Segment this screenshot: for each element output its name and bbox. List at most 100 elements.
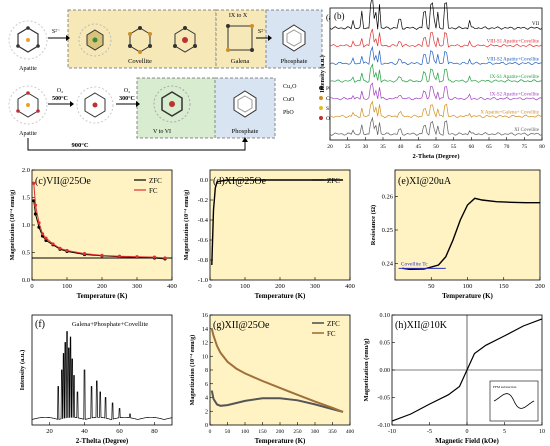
chart-g-ytick-label: 8 [205,368,208,374]
apatite-bottom-label: Apatite [19,131,37,137]
apatite-bottom-structure [8,85,48,125]
phosphate-bottom-structure [233,90,257,118]
chart-c-point-1 [117,254,122,258]
chart-c-line-1 [33,183,166,259]
chart-c-point-0 [33,212,38,216]
legend-cu: Cu [326,96,333,102]
chart-b-xtick-label: 35 [380,144,386,150]
v-to-vi-structure [153,85,191,123]
chart-c-ytick-label: 1.0 [22,222,30,229]
chart-e-xtick-label: 150 [499,283,509,290]
chart-f-panel-label: (f) [35,319,45,330]
intermediate-structure [76,86,114,124]
chart-g-line-0 [210,390,344,413]
chart-g-ytick-label: 12 [202,341,208,347]
chart-c-xtick-label: 200 [97,283,107,290]
chart-d-xtick-label: 0 [208,283,211,290]
chart-e-tc-annotation: Covellite Tc [401,261,428,267]
chart-d-xtick-label: 300 [310,283,320,290]
chart-g-xtick-label: 100 [241,429,250,435]
chart-c-ytick-label: 0.0 [22,277,30,284]
chart-b-series-label-0: VII [532,22,539,27]
v-to-vi-box [136,77,216,139]
chart-g-xtick-label: 0 [209,429,212,435]
chart-d-xtick-label: 200 [275,283,285,290]
chart-b-series-label-1: VIII-S1 Apatite+Covellite [487,40,540,45]
chart-b-xtick-label: 25 [345,144,351,150]
schematic-diagram: Apatite S²⁻ Covellite IX to X Ga [8,9,335,151]
chart-h-ytick-label: 0.05 [380,341,391,347]
chart-b-xrd: 20 25 30 35 40 45 50 55 60 65 70 75 80 2-Theta (Degre… [319,0,545,160]
phosphate-top-label: Phosphate [281,58,308,65]
covellite-structure-3 [173,26,197,53]
galena-structure [226,24,254,52]
chart-d-frame [209,169,351,281]
chart-g-xtick-label: 250 [293,429,302,435]
chart-f-xtick-label: 80 [151,428,158,435]
chart-g-xtick-label: 50 [225,429,231,435]
chart-g-ytick-label: 6 [205,382,208,388]
chart-h-ytick-label: 0.00 [380,368,391,374]
chart-c-point-1 [58,246,62,250]
chart-d-ytick-label: -0.4 [198,217,209,224]
chart-d-ytick-label: -0.2 [198,197,208,204]
chart-b-xlabel: 2-Theta (Degree) [413,153,460,160]
chart-h-xlabel: Magnetic Field (kOe) [435,437,499,445]
legend-o: O [326,116,330,122]
t900-label: 900°C [71,142,88,149]
chart-h-xtick-label: -5 [427,429,432,435]
chart-g-panel-label: (g)XII@25Oe [213,320,270,331]
chart-c-point-1 [32,181,36,185]
chart-h-inset-curve [493,393,535,409]
chart-h-ytick-label: 0.10 [380,313,391,319]
chart-c-xlabel: Temperature (K) [77,292,128,300]
chart-c-xtick-label: 100 [62,283,72,290]
chart-h-xtick-label: 10 [539,429,545,435]
chart-g-ytick-label: 16 [202,313,208,319]
covellite-label: Covellite [128,58,152,65]
chart-e-xtick-label: 100 [463,283,473,290]
chart-b-series-label-6: XI Covellite [514,128,540,133]
apatite-top-label: Apatite [19,66,37,72]
chart-b-series-label-2: VIII-S2 Apatite+Covellite [487,57,540,62]
chart-c-xtick-label: 300 [132,283,142,290]
legend-cu2o: Cu₂O [283,84,297,90]
chart-c-legend-label-1: FC [149,187,158,195]
ix-to-x-label: IX to X [229,13,248,19]
chart-f-frame [31,314,173,426]
chart-e-ylabel: Resistance (Ω) [370,205,377,245]
chart-d-xlabel: Temperature (K) [255,292,306,300]
arrow-o2-500-head [70,101,74,107]
chart-g-line-1 [210,328,344,413]
chart-f-pattern [31,331,173,420]
chart-g-xtick-label: 400 [346,429,355,435]
chart-b-xtick-label: 55 [451,144,457,150]
chart-b-xtick-label: 60 [469,144,475,150]
chart-d-legend-label: ZFC [327,177,340,185]
chart-g-ytick-label: 0 [205,423,208,429]
chart-h-ylabel: Magnetization (emu/g) [363,338,370,401]
covellite-structure-1 [78,23,112,57]
chart-c-point-1 [100,253,104,257]
chart-b-xtick-label: 50 [433,144,439,150]
s2-label-2: S²⁻ [258,29,266,35]
chart-c-point-1 [163,256,167,260]
chart-g-ylabel: Magnetization (10⁻⁴ emu/g) [189,335,196,406]
chart-b-xtick-label: 70 [504,144,510,150]
chart-g-xtick-label: 350 [328,429,337,435]
chart-d-panel-label: (d)XI@25Oe [213,176,267,187]
chart-h-inset-label: FFM subtraction [493,385,517,389]
phosphate-bottom-label: Phosphate [232,128,259,135]
chart-b-xtick-label: 75 [522,144,528,150]
chart-c-point-1 [33,203,38,207]
chart-c-ytick-label: 2.0 [22,167,30,174]
galena-box [215,9,267,69]
chart-e-frame [394,169,541,281]
legend-pb: Pb [326,86,332,92]
chart-g-legend-label-1: FC [327,330,336,338]
chart-b-ylabel: Intensity (a.u.) [319,55,326,93]
chart-d-ytick-label: -1.0 [198,277,208,284]
arrow-s2-2-head [268,35,272,41]
chart-c-xtick-label: 0 [30,283,33,290]
chart-d-xtick-label: 400 [345,283,355,290]
